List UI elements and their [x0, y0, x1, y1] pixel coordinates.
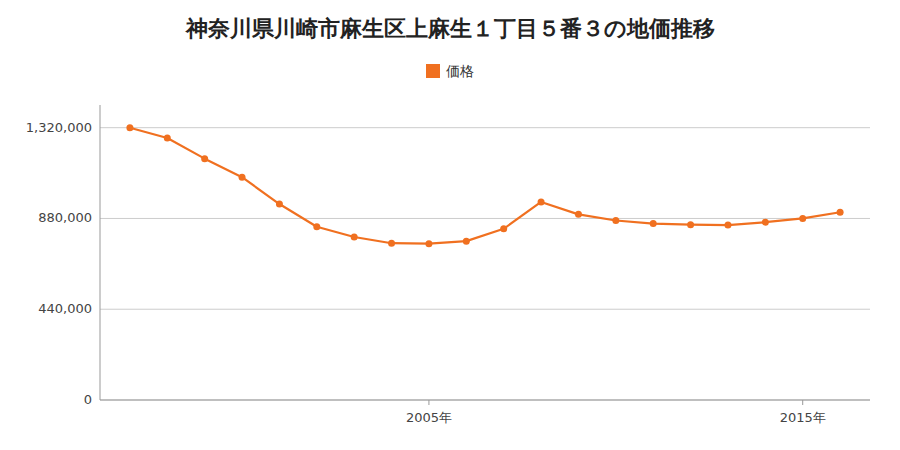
grid-line [100, 218, 870, 219]
marker [799, 215, 806, 222]
legend: 価格 [426, 63, 474, 79]
marker [313, 223, 320, 230]
marker [650, 220, 657, 227]
marker [276, 201, 283, 208]
x-tick-label: 2005年 [406, 410, 452, 425]
x-tick [802, 400, 803, 405]
legend-label: 価格 [446, 63, 474, 79]
marker [425, 240, 432, 247]
line [130, 128, 840, 244]
marker [837, 209, 844, 216]
y-axis-line [100, 105, 101, 400]
marker [538, 198, 545, 205]
marker [239, 174, 246, 181]
marker [388, 240, 395, 247]
marker [126, 124, 133, 131]
x-axis: 2005年 2015年 [100, 400, 870, 425]
marker [724, 222, 731, 229]
y-tick-label: 880,000 [38, 210, 92, 225]
chart-svg: 神奈川県川崎市麻生区上麻生１丁目５番３の地価推移価格 0 440,000 880,00… [0, 0, 900, 450]
y-tick-label: 440,000 [38, 301, 92, 316]
marker [762, 219, 769, 226]
y-tick-label: 1,320,000 [26, 120, 92, 135]
marker [463, 238, 470, 245]
marker [201, 155, 208, 162]
grid-line [100, 127, 870, 128]
marker [575, 211, 582, 218]
marker [500, 225, 507, 232]
grid-line [100, 400, 870, 401]
x-axis-line [100, 400, 870, 401]
plot-area [126, 124, 843, 247]
marker [164, 135, 171, 142]
marker [351, 234, 358, 241]
title: 神奈川県川崎市麻生区上麻生１丁目５番３の地価推移 [185, 16, 715, 41]
y-tick-label: 0 [84, 392, 92, 407]
marker [612, 217, 619, 224]
chart-container: 神奈川県川崎市麻生区上麻生１丁目５番３の地価推移価格 0 440,000 880,00… [0, 0, 900, 450]
grid-line [100, 309, 870, 310]
legend-swatch [426, 64, 440, 78]
y-axis: 0 440,000 880,000 1,320,000 [26, 105, 870, 407]
x-tick-label: 2015年 [780, 410, 826, 425]
x-tick [428, 400, 429, 405]
marker [687, 221, 694, 228]
